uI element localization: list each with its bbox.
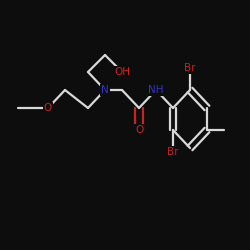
Text: N: N — [101, 85, 109, 95]
Text: NH: NH — [148, 85, 164, 95]
Text: O: O — [135, 125, 143, 135]
Text: Br: Br — [184, 63, 196, 73]
Text: OH: OH — [114, 67, 130, 77]
Text: O: O — [44, 103, 52, 113]
Text: Br: Br — [167, 147, 179, 157]
